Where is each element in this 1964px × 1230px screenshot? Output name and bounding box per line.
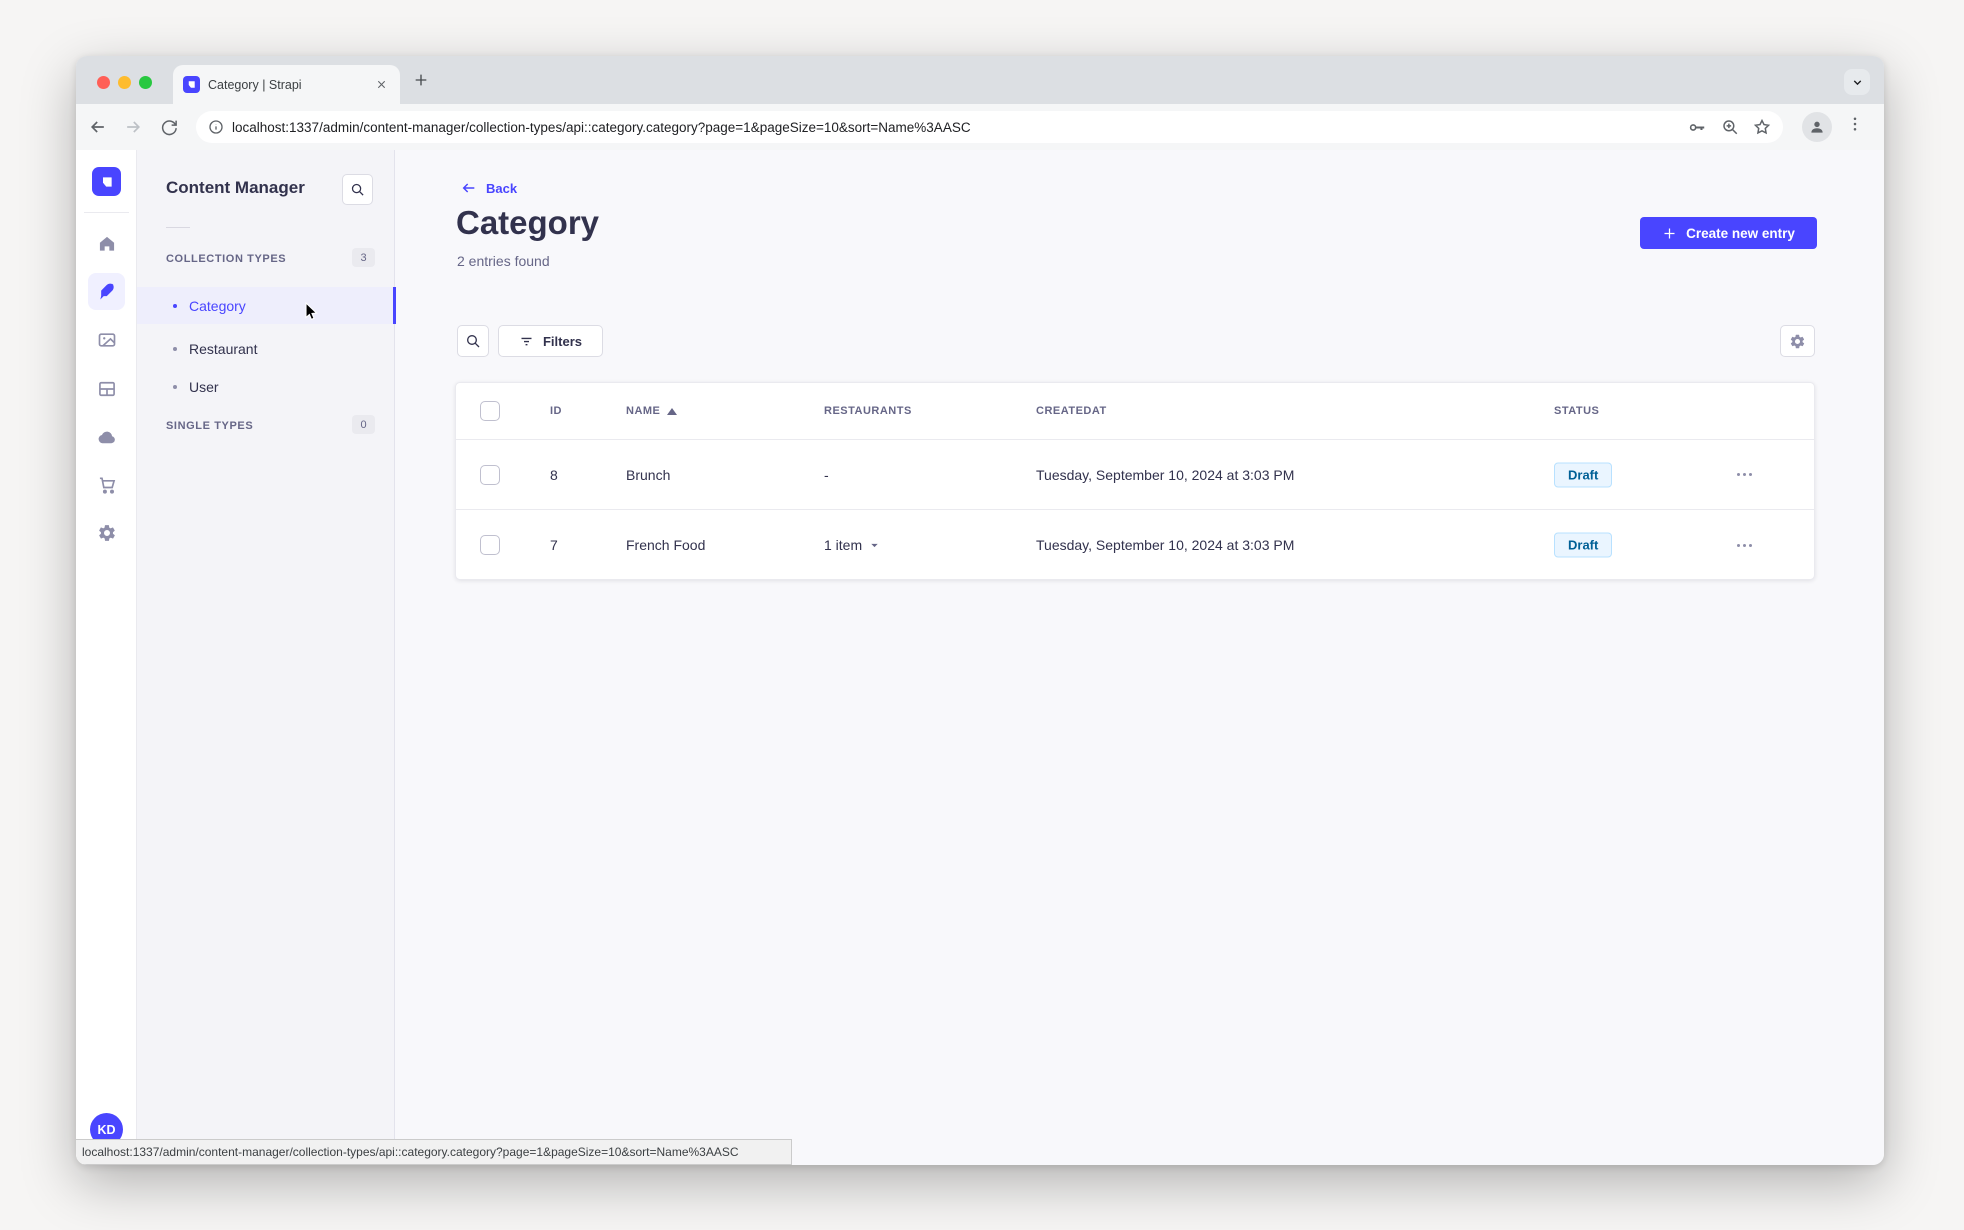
back-icon[interactable] <box>85 114 111 140</box>
status-bar-link-preview: localhost:1337/admin/content-manager/col… <box>76 1139 792 1165</box>
table-settings-button[interactable] <box>1780 325 1815 357</box>
relation-count-label: 1 item <box>824 537 863 553</box>
create-new-entry-button[interactable]: Create new entry <box>1640 217 1817 249</box>
content-manager-subnav: Content Manager COLLECTION TYPES 3 Categ… <box>137 150 396 1165</box>
row-checkbox[interactable] <box>480 535 500 555</box>
main-navigation-sidebar: KD <box>76 150 137 1165</box>
column-header-status: STATUS <box>1554 405 1600 417</box>
cell-id: 8 <box>550 466 558 483</box>
strapi-favicon-icon <box>183 76 200 93</box>
single-types-count-badge: 0 <box>352 415 375 434</box>
entries-table: ID NAME RESTAURANTS CREATEDAT STATUS 8 B… <box>455 382 1815 580</box>
create-new-entry-label: Create new entry <box>1686 225 1795 241</box>
browser-menu-icon[interactable] <box>1846 115 1864 133</box>
password-key-icon[interactable] <box>1688 118 1707 137</box>
new-tab-button[interactable] <box>413 72 429 88</box>
sidebar-item-label: Restaurant <box>189 340 258 357</box>
sidebar-divider <box>84 212 129 213</box>
cell-name: French Food <box>626 537 706 553</box>
entries-count: 2 entries found <box>457 253 550 269</box>
settings-gear-icon[interactable] <box>96 522 117 543</box>
cell-name: Brunch <box>626 466 671 483</box>
tab-search-chevron-icon[interactable] <box>1844 69 1870 95</box>
column-header-name-label: NAME <box>626 405 661 417</box>
mouse-cursor <box>303 302 320 322</box>
cell-restaurants: - <box>824 466 829 483</box>
column-header-createdat: CREATEDAT <box>1036 405 1107 417</box>
bullet-icon <box>173 384 177 389</box>
chevron-down-icon <box>869 540 880 551</box>
search-button[interactable] <box>457 325 489 357</box>
back-link[interactable]: Back <box>461 180 517 196</box>
tab-close-icon[interactable] <box>373 76 390 93</box>
browser-toolbar: localhost:1337/admin/content-manager/col… <box>76 104 1884 150</box>
sort-ascending-icon <box>667 407 678 415</box>
home-icon[interactable] <box>96 233 117 254</box>
bullet-icon <box>173 303 177 308</box>
column-header-name[interactable]: NAME <box>626 405 678 417</box>
reload-icon[interactable] <box>156 114 182 140</box>
table-header-row: ID NAME RESTAURANTS CREATEDAT STATUS <box>456 383 1814 440</box>
subnav-search-button[interactable] <box>342 174 373 205</box>
column-header-restaurants: RESTAURANTS <box>824 405 912 417</box>
browser-window: Category | Strapi localhost:1337/admin/c… <box>76 56 1884 1165</box>
subnav-divider <box>166 227 190 228</box>
marketplace-cart-icon[interactable] <box>96 474 117 495</box>
collection-types-header: COLLECTION TYPES <box>166 253 287 265</box>
cell-createdat: Tuesday, September 10, 2024 at 3:03 PM <box>1036 466 1295 483</box>
select-all-checkbox[interactable] <box>480 401 500 421</box>
cell-status: Draft <box>1554 532 1613 558</box>
filter-icon <box>521 337 532 345</box>
row-actions-menu-icon[interactable] <box>1726 463 1762 487</box>
table-row[interactable]: 8 Brunch - Tuesday, September 10, 2024 a… <box>456 440 1814 510</box>
cell-id: 7 <box>550 537 558 553</box>
content-manager-feather-icon[interactable] <box>96 281 117 302</box>
fullscreen-window-button[interactable] <box>139 76 152 89</box>
address-bar[interactable]: localhost:1337/admin/content-manager/col… <box>196 111 1783 143</box>
sidebar-item-category[interactable]: Category <box>137 287 396 324</box>
sidebar-item-label: Category <box>189 297 246 314</box>
table-row[interactable]: 7 French Food 1 item Tuesday, September … <box>456 510 1814 580</box>
page-title: Category <box>456 204 600 241</box>
forward-icon[interactable] <box>120 114 146 140</box>
status-badge: Draft <box>1554 532 1613 558</box>
sidebar-item-label: User <box>189 378 219 395</box>
cloud-icon[interactable] <box>96 427 117 448</box>
minimize-window-button[interactable] <box>118 76 131 89</box>
close-window-button[interactable] <box>97 76 110 89</box>
status-badge: Draft <box>1554 462 1613 487</box>
zoom-in-icon[interactable] <box>1721 118 1739 136</box>
strapi-admin-page: KD Content Manager COLLECTION TYPES 3 Ca… <box>76 150 1884 1165</box>
sidebar-item-restaurant[interactable]: Restaurant <box>137 330 395 367</box>
cell-status: Draft <box>1554 462 1613 487</box>
column-header-id[interactable]: ID <box>550 405 562 417</box>
cell-restaurants[interactable]: 1 item <box>824 537 880 553</box>
filters-button-label: Filters <box>542 333 582 349</box>
subnav-title: Content Manager <box>166 178 305 197</box>
tab-strip: Category | Strapi <box>76 56 1884 104</box>
filters-button[interactable]: Filters <box>498 325 603 357</box>
strapi-logo-icon[interactable] <box>92 167 121 196</box>
back-link-label: Back <box>486 180 518 196</box>
media-library-icon[interactable] <box>96 329 117 350</box>
site-info-icon[interactable] <box>208 119 224 135</box>
sidebar-item-user[interactable]: User <box>137 368 395 405</box>
content-type-builder-icon[interactable] <box>96 378 117 399</box>
url-text[interactable]: localhost:1337/admin/content-manager/col… <box>232 119 971 135</box>
cell-createdat: Tuesday, September 10, 2024 at 3:03 PM <box>1036 537 1295 553</box>
bullet-icon <box>173 346 177 351</box>
single-types-header: SINGLE TYPES <box>166 420 254 432</box>
bookmark-star-icon[interactable] <box>1753 118 1771 136</box>
browser-tab[interactable]: Category | Strapi <box>173 65 400 104</box>
main-content: Back Category 2 entries found Create new… <box>395 150 1884 1165</box>
collection-types-count-badge: 3 <box>352 248 375 267</box>
browser-profile-icon[interactable] <box>1802 112 1832 142</box>
tab-title: Category | Strapi <box>208 77 302 92</box>
row-checkbox[interactable] <box>480 464 500 485</box>
row-actions-menu-icon[interactable] <box>1726 533 1762 557</box>
